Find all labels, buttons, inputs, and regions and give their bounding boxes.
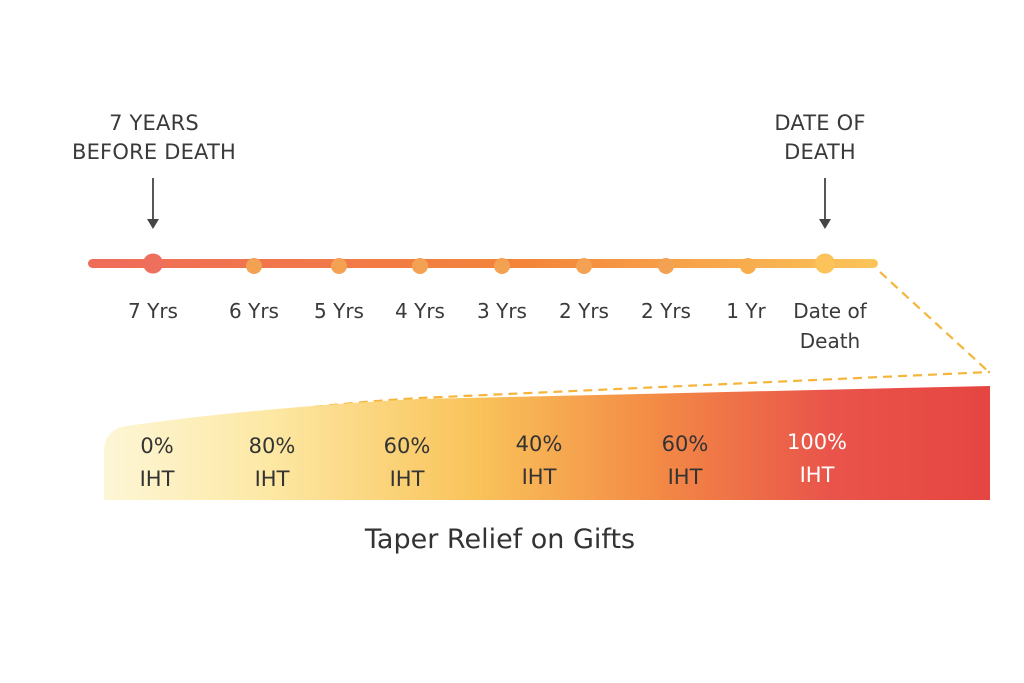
timeline-dot bbox=[740, 258, 756, 274]
diagram-caption: Taper Relief on Gifts bbox=[364, 524, 636, 555]
timeline-dot bbox=[658, 258, 674, 274]
timeline-dot bbox=[331, 258, 347, 274]
band-rate: 0% bbox=[140, 434, 174, 458]
timeline-dot bbox=[576, 258, 592, 274]
timeline-label: 2 Yrs bbox=[641, 299, 691, 323]
band-tax: IHT bbox=[521, 465, 557, 489]
timeline-dot bbox=[815, 253, 835, 274]
timeline-label: 4 Yrs bbox=[395, 299, 445, 323]
timeline-label: Date of Death bbox=[793, 299, 867, 353]
timeline-label: 6 Yrs bbox=[229, 299, 279, 323]
callout-date-of-death: DATE OF DEATH bbox=[740, 109, 900, 167]
timeline-label: 3 Yrs bbox=[477, 299, 527, 323]
callout-line: DATE OF bbox=[774, 111, 866, 135]
timeline-dot bbox=[494, 258, 510, 274]
down-arrow-icon bbox=[819, 178, 831, 229]
callout-line: BEFORE DEATH bbox=[71, 140, 236, 164]
timeline-dot bbox=[143, 253, 163, 274]
timeline-dot bbox=[246, 258, 262, 274]
timeline-label-date-of-death: Date of Death bbox=[770, 296, 890, 356]
band-label: 80% IHT bbox=[212, 430, 332, 496]
callout-seven-years: 7 YEARS BEFORE DEATH bbox=[54, 109, 254, 167]
band-label: 0% IHT bbox=[97, 430, 217, 496]
taper-relief-band bbox=[104, 386, 990, 500]
timeline-label: 5 Yrs bbox=[314, 299, 364, 323]
timeline-label: 2 Yrs bbox=[559, 299, 609, 323]
band-label: 100% IHT bbox=[757, 426, 877, 492]
timeline-dot bbox=[412, 258, 428, 274]
band-rate: 80% bbox=[248, 434, 296, 458]
callout-line: 7 YEARS bbox=[109, 111, 199, 135]
band-tax: IHT bbox=[667, 465, 703, 489]
band-label: 40% IHT bbox=[479, 428, 599, 494]
down-arrow-icon bbox=[147, 178, 159, 229]
band-label: 60% IHT bbox=[625, 428, 745, 494]
band-rate: 100% bbox=[786, 430, 848, 454]
timeline-label: 1 Yr bbox=[726, 299, 766, 323]
band-tax: IHT bbox=[799, 463, 835, 487]
callout-line: DEATH bbox=[784, 140, 856, 164]
band-rate: 60% bbox=[383, 434, 431, 458]
timeline-label: 7 Yrs bbox=[128, 299, 178, 323]
band-tax: IHT bbox=[389, 467, 425, 491]
band-tax: IHT bbox=[139, 467, 175, 491]
band-tax: IHT bbox=[254, 467, 290, 491]
timeline-dots bbox=[143, 253, 835, 274]
timeline-bar bbox=[88, 259, 878, 268]
band-rate: 60% bbox=[661, 432, 709, 456]
band-label: 60% IHT bbox=[347, 430, 467, 496]
band-rate: 40% bbox=[515, 432, 563, 456]
